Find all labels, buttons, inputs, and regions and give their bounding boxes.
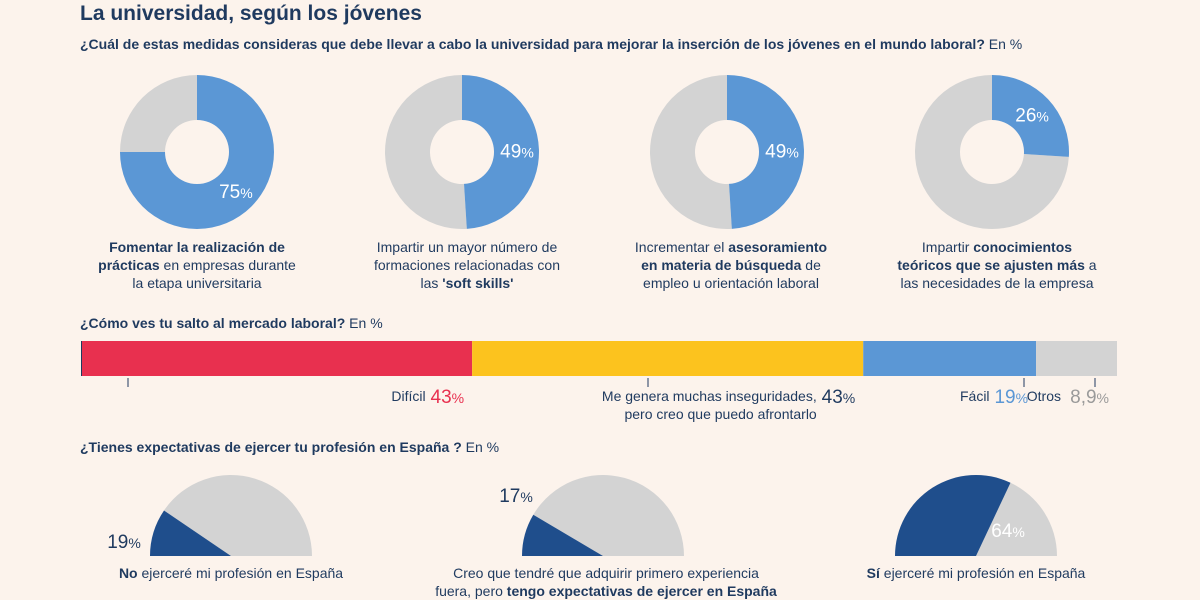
caption-text: en empresas durante la etapa universitar… — [132, 257, 296, 291]
half-pie-value-slice — [895, 475, 1011, 556]
caption-bold: asesoramiento en materia de búsqueda — [641, 239, 828, 273]
donut-caption-3: Incrementar el asesoramiento en materia … — [626, 238, 836, 292]
donut-rest-slice — [650, 75, 732, 229]
caption-bold: conocimientos teóricos que se ajusten má… — [897, 239, 1085, 273]
question-1: ¿Cuál de estas medidas consideras que de… — [80, 36, 1022, 52]
stacked-bar-chart: 43% Difícil 43% Me genera muchas insegurida… — [81, 341, 1117, 422]
half-pie-value-label: 17% — [499, 486, 533, 507]
donut-caption-2: Impartir un mayor número de formaciones … — [365, 238, 569, 292]
caption-text: Incrementar el — [634, 239, 729, 255]
half-pie-rest-slice — [533, 475, 684, 556]
question-1-unit: En % — [984, 36, 1023, 52]
caption-bold: No — [118, 565, 138, 581]
donut-4: 26% — [915, 75, 1069, 230]
donut-2: 49% — [384, 75, 539, 229]
half-pie-2: 17% — [499, 475, 684, 556]
question-3-text: ¿Tienes expectativas de ejercer tu profe… — [80, 439, 462, 455]
halfpie-caption-3: Sí ejerceré mi profesión en España — [846, 564, 1106, 582]
donut-value-slice — [727, 75, 804, 229]
bar-category-label: Otros — [1027, 388, 1061, 404]
donut-3: 49% — [650, 75, 804, 229]
half-pie-3: 64% — [895, 475, 1057, 556]
half-pie-value-slice — [150, 510, 231, 556]
donut-value-slice — [462, 75, 539, 229]
question-1-text: ¿Cuál de estas medidas consideras que de… — [80, 36, 985, 52]
question-3-unit: En % — [461, 439, 500, 455]
bar-segment-3 — [863, 341, 1037, 376]
donut-value-label: 75% — [219, 182, 253, 203]
bar-segment-2 — [472, 341, 864, 376]
halfpie-caption-1: No ejerceré mi profesión en España — [96, 564, 366, 582]
caption-bold: tengo expectativas de ejercer en España — [506, 583, 777, 599]
half-pie-value-label: 64% — [991, 521, 1025, 542]
half-pie-charts: 19% 17% 64% — [107, 475, 1057, 556]
bar-category-label: pero creo que puedo afrontarlo — [624, 406, 816, 422]
caption-bold: 'soft skills' — [442, 275, 514, 291]
donut-value-label: 49% — [765, 141, 799, 162]
bar-value-label: 19% — [994, 387, 1028, 408]
half-pie-value-slice — [522, 514, 603, 556]
half-pie-rest-slice — [164, 475, 312, 556]
caption-text: Impartir un mayor número de formaciones … — [374, 239, 560, 291]
bar-category-label: Difícil — [391, 388, 425, 404]
bar-segment-1 — [81, 341, 473, 376]
caption-text: Impartir — [921, 239, 974, 255]
question-2: ¿Cómo ves tu salto al mercado laboral? E… — [80, 315, 383, 331]
caption-bold: Sí — [866, 565, 880, 581]
halfpie-caption-2: Creo que tendré que adquirir primero exp… — [434, 564, 778, 600]
donut-value-label: 49% — [500, 141, 534, 162]
half-pie-rest-slice — [976, 482, 1057, 556]
half-pie-1: 19% — [107, 475, 312, 556]
caption-bold: Fomentar la realización de prácticas — [98, 239, 285, 273]
bar-value-label: 43% — [431, 387, 465, 408]
donut-caption-4: Impartir conocimientos teóricos que se a… — [893, 238, 1101, 292]
bar-value-label: 8,9% — [1070, 387, 1109, 408]
bar-segment-4 — [1036, 341, 1117, 376]
caption-text: ejerceré mi profesión en España — [137, 565, 344, 581]
caption-text: Creo que tendré que adquirir primero exp… — [435, 565, 759, 599]
donut-charts: 75% 49% 49% 26% — [120, 75, 1069, 230]
caption-text: a las necesidades de la empresa — [900, 257, 1097, 291]
bar-value-label: 43% — [822, 387, 856, 408]
caption-text: ejerceré mi profesión en España — [879, 565, 1086, 581]
question-3: ¿Tienes expectativas de ejercer tu profe… — [80, 439, 499, 455]
bar-category-label: Fácil — [960, 388, 990, 404]
donut-rest-slice — [915, 75, 1069, 230]
donut-value-label: 26% — [1015, 105, 1049, 126]
donut-rest-slice — [384, 75, 467, 229]
half-pie-value-label: 19% — [107, 532, 141, 553]
page-title: La universidad, según los jóvenes — [80, 2, 422, 25]
donut-caption-1: Fomentar la realización de prácticas en … — [97, 238, 297, 292]
question-2-unit: En % — [345, 315, 383, 331]
donut-value-slice — [120, 75, 274, 229]
donut-value-slice — [992, 75, 1069, 157]
caption-text: de empleo u orientación laboral — [643, 257, 821, 291]
bar-category-label: Me genera muchas inseguridades, — [602, 388, 817, 404]
question-2-text: ¿Cómo ves tu salto al mercado laboral? — [80, 315, 346, 331]
donut-rest-slice — [120, 75, 197, 152]
donut-1: 75% — [120, 75, 274, 229]
